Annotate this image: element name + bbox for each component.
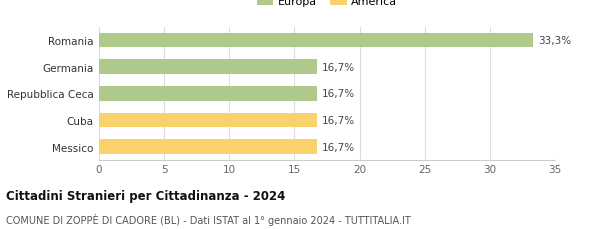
Legend: Europa, America: Europa, America [252, 0, 402, 11]
Text: 16,7%: 16,7% [322, 89, 355, 99]
Bar [99, 87, 317, 101]
Bar [99, 113, 317, 128]
Text: Cittadini Stranieri per Cittadinanza - 2024: Cittadini Stranieri per Cittadinanza - 2… [6, 189, 286, 202]
Text: 33,3%: 33,3% [538, 36, 571, 46]
Text: 16,7%: 16,7% [322, 62, 355, 72]
Text: COMUNE DI ZOPPÈ DI CADORE (BL) - Dati ISTAT al 1° gennaio 2024 - TUTTITALIA.IT: COMUNE DI ZOPPÈ DI CADORE (BL) - Dati IS… [6, 213, 411, 225]
Bar [99, 33, 533, 48]
Bar [99, 60, 317, 75]
Text: 16,7%: 16,7% [322, 142, 355, 152]
Text: 16,7%: 16,7% [322, 115, 355, 125]
Bar [99, 140, 317, 154]
